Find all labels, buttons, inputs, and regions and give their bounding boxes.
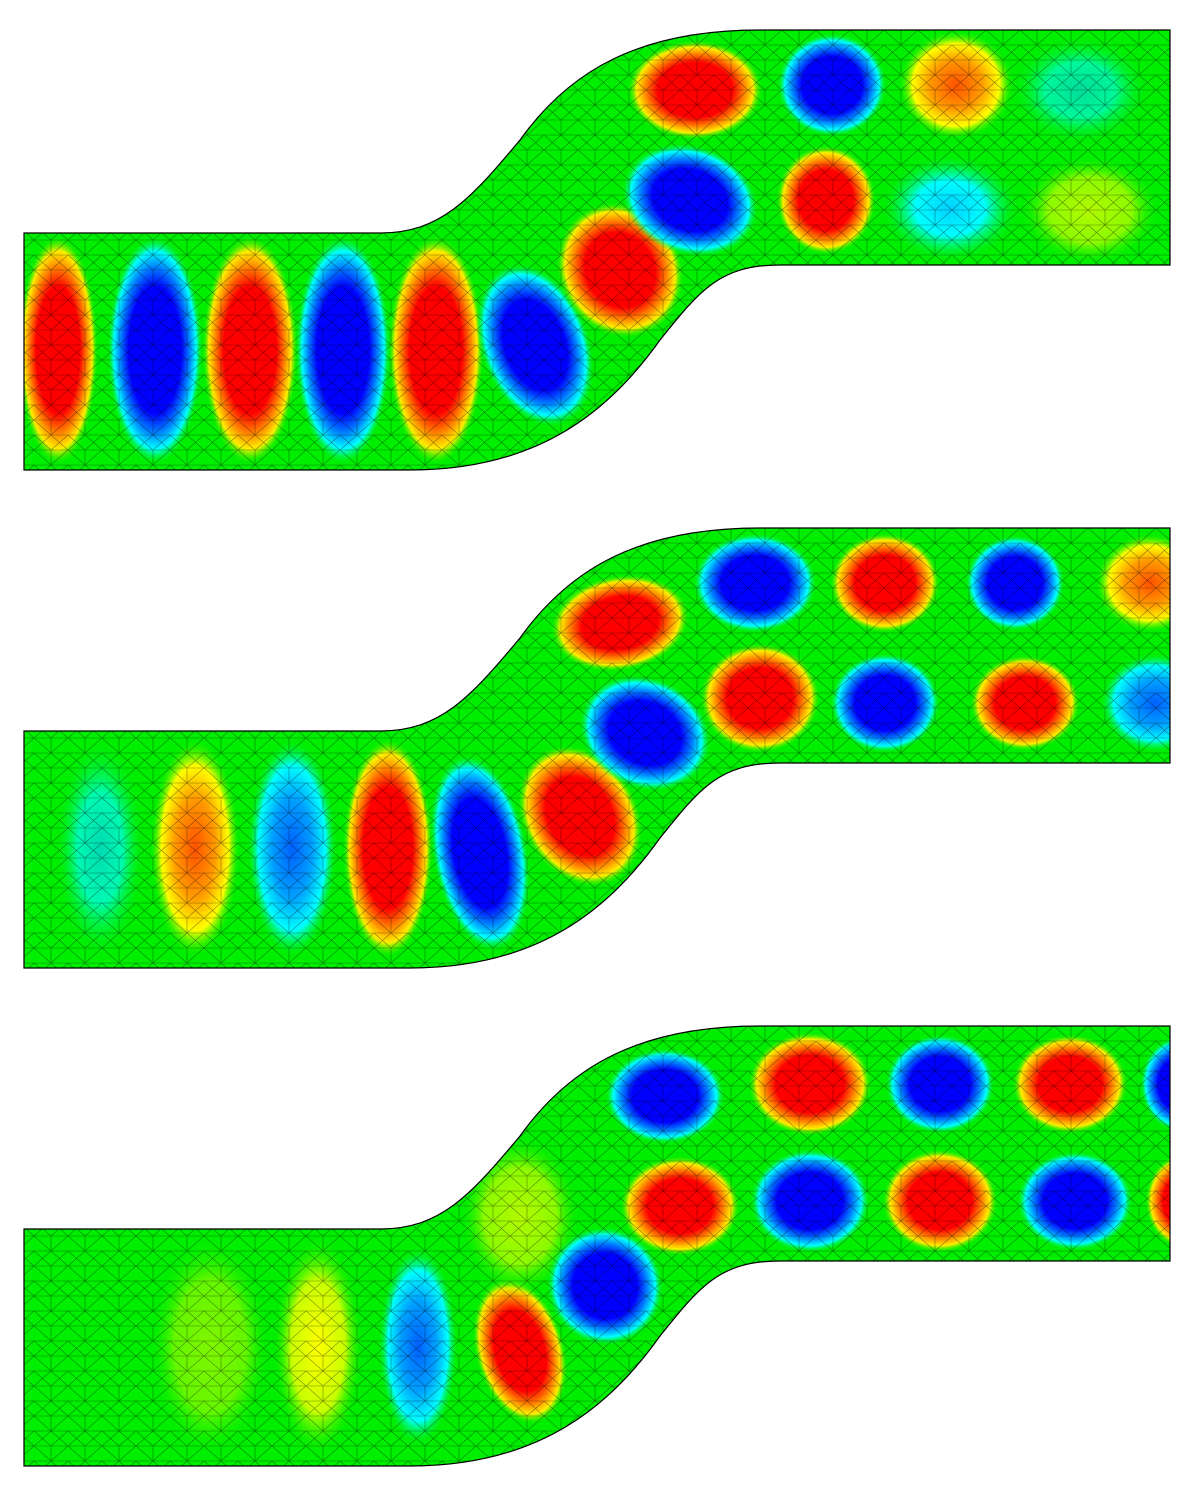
panel-2: [23, 527, 1171, 969]
panel-3: [23, 1025, 1171, 1467]
panel-1: [23, 29, 1171, 471]
